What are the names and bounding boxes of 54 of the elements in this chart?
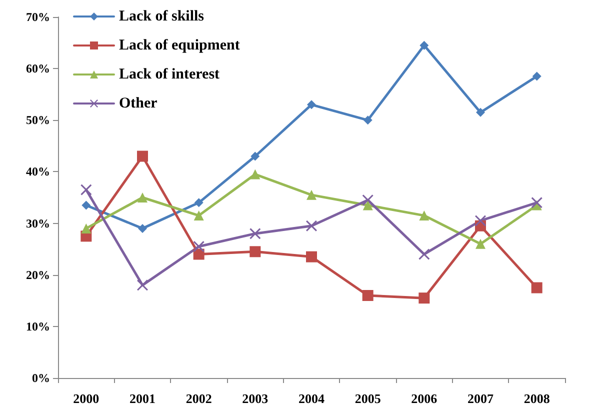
point bbox=[194, 198, 204, 208]
point bbox=[307, 100, 316, 110]
point bbox=[476, 108, 485, 117]
point bbox=[250, 152, 260, 161]
y-tick-label: 70% bbox=[26, 10, 50, 24]
point bbox=[81, 223, 92, 234]
x-tick-label: 2002 bbox=[186, 391, 212, 406]
x-tick-label: 2005 bbox=[354, 391, 382, 406]
point bbox=[250, 169, 260, 180]
point bbox=[138, 224, 147, 233]
y-tick-label: 30% bbox=[26, 216, 50, 230]
point bbox=[363, 116, 372, 125]
point bbox=[306, 220, 317, 232]
point bbox=[362, 194, 374, 206]
y-tick-label: 0% bbox=[32, 371, 50, 385]
point bbox=[531, 282, 542, 294]
point bbox=[138, 192, 148, 202]
y-tick-label: 50% bbox=[26, 113, 50, 128]
x-tick-label: 2004 bbox=[298, 391, 325, 406]
x-tick-label: 2003 bbox=[242, 391, 269, 406]
point bbox=[475, 215, 486, 226]
point bbox=[80, 184, 92, 196]
point bbox=[250, 246, 261, 258]
point bbox=[362, 200, 373, 210]
x-tick-label: 2001 bbox=[130, 391, 156, 406]
point bbox=[418, 292, 430, 304]
y-tick-label: 10% bbox=[26, 319, 50, 334]
point bbox=[418, 248, 430, 260]
legend-label: Lack of interest bbox=[119, 66, 220, 82]
x-tick-label: 2000 bbox=[73, 391, 100, 406]
point bbox=[306, 190, 316, 200]
point bbox=[531, 197, 542, 208]
x-tick-label: 2008 bbox=[524, 391, 550, 406]
point bbox=[420, 40, 429, 50]
x-tick-label: 2007 bbox=[468, 391, 494, 406]
y-tick-label: 40% bbox=[26, 164, 50, 179]
point bbox=[82, 200, 91, 210]
point bbox=[419, 210, 430, 221]
legend-label: Other bbox=[119, 96, 158, 112]
point bbox=[476, 238, 486, 249]
y-tick-label: 60% bbox=[26, 62, 50, 76]
point bbox=[362, 290, 374, 301]
point bbox=[137, 280, 148, 291]
point bbox=[193, 240, 204, 252]
x-tick-label: 2006 bbox=[411, 391, 438, 406]
point bbox=[306, 251, 317, 262]
point bbox=[194, 210, 204, 221]
point bbox=[532, 72, 542, 81]
point bbox=[137, 150, 148, 162]
legend-label: Lack of skills bbox=[119, 8, 204, 24]
point bbox=[250, 228, 261, 240]
legend-label: Lack of equipment bbox=[119, 38, 240, 54]
point bbox=[193, 248, 204, 260]
y-tick-label: 20% bbox=[26, 268, 50, 282]
